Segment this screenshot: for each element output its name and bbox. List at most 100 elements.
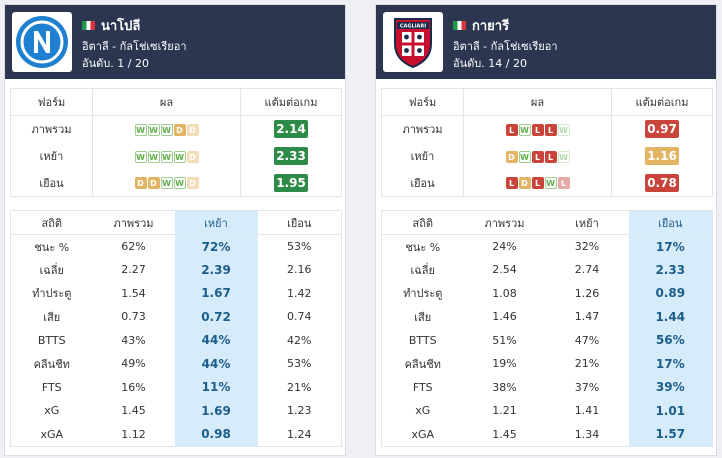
ppg-header: แต้มต่อเกม	[240, 88, 342, 116]
stat-row: xGA 1.45 1.34 1.57	[382, 422, 713, 446]
team-name[interactable]: นาโปลี	[101, 18, 141, 34]
stat-label: xGA	[411, 427, 435, 441]
stat-value-away: 1.23	[287, 404, 312, 418]
stat-label: ชนะ %	[34, 240, 70, 254]
stat-value-home: 44%	[174, 352, 258, 376]
stat-label: เฉลี่ย	[39, 263, 64, 277]
stat-value-overall: 62%	[121, 240, 146, 253]
form-row-label: เหย้า	[10, 142, 93, 170]
stat-row: ทำประตู 1.08 1.26 0.89	[382, 281, 713, 305]
form-row-label: เยือน	[10, 169, 93, 197]
team-name[interactable]: กายารี	[472, 18, 510, 34]
stat-value-away: 0.89	[628, 281, 713, 305]
away-header: เยือน	[257, 210, 342, 235]
stat-label: ทำประตู	[403, 287, 443, 301]
cagliari-logo-icon: CAGLIARI	[394, 18, 432, 69]
stat-label: คลีนชีท	[33, 357, 70, 371]
ppg-badge: 0.78	[645, 173, 679, 192]
stat-value-home: 1.47	[574, 310, 600, 324]
stat-value-home: 47%	[574, 333, 600, 347]
stat-value-away: 1.57	[628, 422, 713, 446]
stat-row: ทำประตู 1.54 1.67 1.42	[11, 281, 342, 305]
stat-label: เฉลี่ย	[410, 263, 435, 277]
stat-label: เสีย	[414, 310, 432, 324]
stat-label: xG	[44, 404, 60, 418]
ppg-badge: 1.95	[274, 173, 308, 192]
overall-header: ภาพรวม	[92, 210, 175, 235]
form-result-pill: W	[557, 150, 570, 163]
form-result-pill: W	[160, 123, 173, 136]
stat-value-overall: 2.54	[492, 263, 517, 277]
form-result-pill: W	[518, 150, 531, 163]
team-rank: อันดับ. 1 / 20	[82, 57, 149, 70]
stat-value-away: 56%	[628, 328, 713, 352]
stat-value-home: 0.72	[174, 305, 258, 329]
team-header: CAGLIARI กายารี อิตาลี - กัลโช่เซเรียอา …	[376, 5, 716, 79]
form-result-pill: L	[531, 177, 544, 190]
stat-row: คลีนชีท 19% 21% 17%	[382, 352, 713, 376]
form-row-label: ภาพรวม	[10, 115, 93, 143]
stats-table: สถิติ ภาพรวม เหย้า เยือน ชนะ % 62% 72% 53% เ…	[10, 210, 342, 447]
stat-value-away: 2.33	[628, 258, 713, 282]
stat-value-home: 1.67	[174, 281, 258, 305]
stat-value-away: 21%	[287, 380, 312, 394]
form-result-pill: D	[518, 177, 531, 190]
stat-row: เฉลี่ย 2.27 2.39 2.16	[11, 258, 342, 282]
stat-value-away: 1.24	[287, 427, 312, 441]
form-header: ฟอร์ม	[381, 88, 464, 116]
stat-value-overall: 49%	[121, 357, 146, 371]
form-result-pill: W	[173, 177, 186, 190]
form-result-pill: D	[147, 177, 160, 190]
form-row-label: เยือน	[381, 169, 464, 197]
form-result-pill: D	[186, 177, 199, 190]
team-rank: อันดับ. 14 / 20	[453, 57, 527, 70]
stat-label: คลีนชีท	[404, 357, 441, 371]
team-card-napoli: นาโปลี อิตาลี - กัลโช่เซเรียอา อันดับ. 1…	[4, 4, 346, 456]
stats-table: สถิติ ภาพรวม เหย้า เยือน ชนะ % 24% 32% 17% เ…	[381, 210, 713, 447]
stat-row: BTTS 43% 44% 42%	[11, 328, 342, 352]
form-result-pill: W	[134, 123, 147, 136]
italy-flag-icon	[453, 20, 466, 30]
napoli-logo	[12, 12, 72, 72]
form-result-pill: W	[173, 150, 186, 163]
form-result-pill: W	[518, 123, 531, 136]
stat-value-home: 37%	[574, 380, 600, 394]
away-header: เยือน	[628, 210, 713, 235]
stat-value-away: 0.74	[287, 310, 312, 324]
italy-flag-icon	[82, 20, 95, 30]
stat-label: FTS	[41, 380, 62, 394]
form-result-pill: D	[134, 177, 147, 190]
stat-value-home: 1.69	[174, 399, 258, 423]
stat-value-overall: 24%	[492, 240, 517, 253]
stat-value-overall: 2.27	[121, 263, 146, 277]
stat-header: สถิติ	[10, 210, 93, 235]
form-result-pill: D	[186, 150, 199, 163]
stat-label: ชนะ %	[405, 240, 441, 254]
ppg-header: แต้มต่อเกม	[611, 88, 713, 116]
stat-row: FTS 38% 37% 39%	[382, 375, 713, 399]
stat-value-home: 44%	[174, 328, 258, 352]
cagliari-logo: CAGLIARI	[383, 12, 443, 72]
stat-value-home: 2.39	[174, 258, 258, 282]
overall-header: ภาพรวม	[463, 210, 546, 235]
form-result-pill: L	[557, 177, 570, 190]
stat-value-home: 21%	[574, 357, 600, 371]
stat-row: FTS 16% 11% 21%	[11, 375, 342, 399]
form-result-pill: L	[531, 123, 544, 136]
stat-value-overall: 1.21	[492, 404, 517, 418]
result-header: ผล	[463, 88, 612, 116]
stat-value-overall: 1.45	[492, 427, 517, 441]
form-result-pill: L	[505, 177, 518, 190]
stat-row: BTTS 51% 47% 56%	[382, 328, 713, 352]
stat-label: BTTS	[37, 333, 66, 347]
stat-value-away: 2.16	[287, 263, 312, 277]
ppg-badge: 2.33	[274, 147, 308, 165]
